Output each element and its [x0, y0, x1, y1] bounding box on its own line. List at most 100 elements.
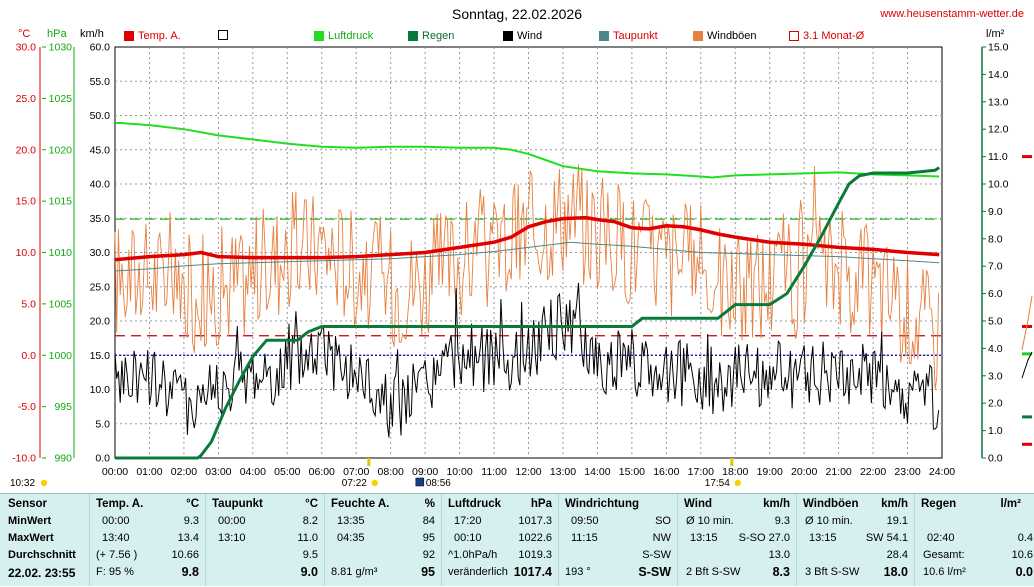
gust-line: [114, 164, 940, 390]
min-value: 84: [422, 515, 435, 527]
pressure-tick-label: 1030: [49, 42, 73, 54]
rain-tick-label: 1.0: [988, 425, 1003, 437]
wind-tick-label: 35.0: [90, 213, 111, 225]
moon-icon: [415, 477, 425, 487]
x-tick-label: 19:00: [757, 466, 783, 478]
rain-tick-label: 15.0: [988, 42, 1009, 54]
rain-tick-label: 14.0: [988, 69, 1009, 81]
x-tick-label: 17:00: [688, 466, 714, 478]
x-tick-label: 12:00: [515, 466, 541, 478]
legend-item-wind: Wind: [503, 30, 542, 42]
wind-line: [114, 282, 940, 438]
temp-tick-label: 30.0: [16, 42, 37, 54]
col-sensor: Sensor MinWert MaxWert Durchschnitt 22.0…: [0, 494, 88, 586]
max-value: 0.4: [1017, 532, 1033, 544]
max-time: 11:15: [571, 532, 598, 544]
wind-tick-label: 20.0: [90, 316, 111, 328]
rain-tick-label: 13.0: [988, 96, 1009, 108]
temp-tick-label: 5.0: [21, 298, 36, 310]
col-wind-direction: Windrichtung 09:50 SO 11:15 NW S-SW 193 …: [558, 494, 677, 586]
col-humidity: Feuchte A. % 13:35 84 04:35 95 92 8.81 g…: [324, 494, 441, 586]
avg-value: 13.0: [768, 549, 790, 561]
col-header: Regen: [921, 498, 957, 510]
temp-tick-label: -10.0: [12, 453, 36, 465]
max-value: 11.0: [297, 532, 318, 544]
min-time: 13:35: [337, 515, 365, 527]
col-rain: Regen l/m² 02:40 0.4 Gesamt: 10.6 10.6 l…: [914, 494, 1034, 586]
max-value: 13.4: [177, 532, 199, 544]
current-note: 3 Bft S-SW: [805, 566, 860, 578]
x-tick-label: 20:00: [791, 466, 817, 478]
legend-swatch: [408, 31, 418, 41]
max-time: 13:10: [218, 532, 246, 544]
moon-time: 08:56: [426, 478, 451, 489]
sunrise-time: 07:22: [342, 478, 367, 489]
wind-tick-label: 50.0: [90, 110, 111, 122]
rain-tick-label: 5.0: [988, 316, 1003, 328]
min-value: 8.2: [302, 515, 318, 527]
avg-value: S-SW: [642, 549, 671, 561]
max-value: S-SO 27.0: [738, 532, 790, 544]
x-tick-label: 11:00: [481, 466, 507, 478]
rain-tick-label: 3.0: [988, 370, 1003, 382]
avg-value: 10.66: [171, 549, 199, 561]
weather-chart: 00:00 01:00 02:00 03:00 04:00 05:00 06:00 07:00…: [10, 42, 1033, 489]
temp-tick-label: 25.0: [16, 93, 37, 105]
wind-tick-label: 25.0: [90, 281, 111, 293]
x-tick-label: 03:00: [205, 466, 231, 478]
avg-value: 1019.3: [518, 549, 552, 561]
rain-unit: l/m²: [986, 28, 1005, 40]
max-time: 13:15: [690, 532, 718, 544]
pressure-tick-label: 990: [54, 453, 72, 465]
col-unit: °C: [186, 498, 199, 510]
pressure-tick-label: 1025: [49, 93, 73, 105]
legend-swatch: [124, 31, 134, 41]
rain-tick-label: 11.0: [988, 151, 1008, 163]
x-tick-label: 05:00: [274, 466, 300, 478]
wind-tick-label: 30.0: [90, 247, 111, 259]
pressure-tick-label: 995: [54, 401, 72, 413]
max-value: NW: [652, 532, 671, 544]
left-sun-icon: [40, 479, 48, 487]
x-tick-label: 02:00: [171, 466, 197, 478]
stats-table: Sensor MinWert MaxWert Durchschnitt 22.0…: [0, 493, 1034, 586]
sunrise-sun-icon: [371, 479, 379, 487]
site-link[interactable]: www.heusenstamm-wetter.de: [880, 8, 1024, 20]
min-time: 00:00: [102, 515, 130, 527]
col-header: Sensor: [8, 498, 47, 510]
current-note: F: 95 %: [96, 566, 134, 578]
left-time: 10:32: [10, 478, 35, 489]
current-note: 8.81 g/m³: [331, 566, 378, 578]
legend-item-gusts: Windböen: [693, 30, 757, 42]
pressure-tick-label: 1005: [49, 298, 73, 310]
temp-tick-label: 0.0: [21, 350, 36, 362]
rain-tick-label: 8.0: [988, 233, 1003, 245]
col-header: Temp. A.: [96, 498, 144, 510]
wind-tick-label: 60.0: [90, 42, 111, 54]
row-label-min: MinWert: [8, 515, 52, 527]
min-value: 9.3: [774, 515, 790, 527]
col-gusts: Windböen km/h Ø 10 min. 19.1 13:15 SW 54…: [796, 494, 914, 586]
min-time: 09:50: [571, 515, 599, 527]
col-header: Wind: [684, 498, 712, 510]
col-dewpoint: Taupunkt °C 00:00 8.2 13:10 11.0 9.5 9.0: [205, 494, 324, 586]
avg-value: 10.6: [1011, 549, 1033, 561]
wind-tick-label: 5.0: [95, 418, 110, 430]
wind-tick-label: 55.0: [90, 76, 111, 88]
legend-item-monthly-avg: 3.1 Monat-Ø: [789, 30, 864, 42]
col-header: Luftdruck: [448, 498, 502, 510]
current-value: 8.3: [772, 565, 790, 579]
x-tick-label: 00:00: [102, 466, 128, 478]
current-value: 9.8: [181, 565, 199, 579]
max-time: 02:40: [927, 532, 955, 544]
wind-tick-label: 40.0: [90, 179, 111, 191]
col-unit: °C: [305, 498, 318, 510]
legend-swatch: [599, 31, 609, 41]
col-header: Feuchte A.: [331, 498, 390, 510]
x-tick-label: 13:00: [550, 466, 576, 478]
row-label-max: MaxWert: [8, 532, 54, 544]
max-time: 04:35: [337, 532, 365, 544]
col-unit: km/h: [763, 498, 790, 510]
pressure-unit: hPa: [47, 28, 67, 40]
x-tick-label: 21:00: [825, 466, 851, 478]
